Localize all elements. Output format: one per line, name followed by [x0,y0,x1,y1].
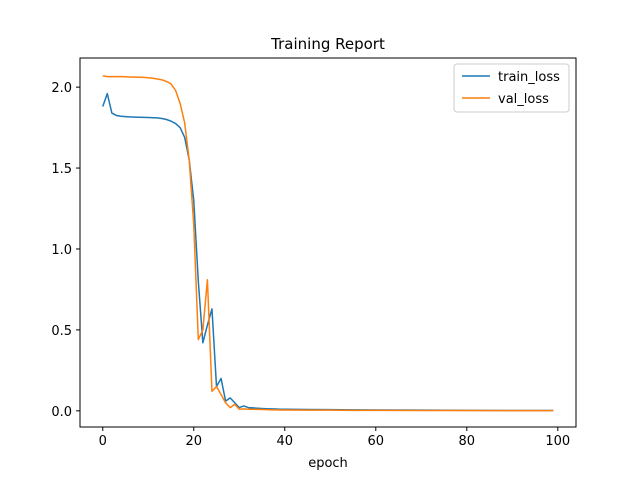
y-tick-label: 1.5 [51,162,72,177]
x-tick-label: 80 [459,434,476,449]
x-tick-label: 40 [276,434,293,449]
chart-title: Training Report [270,35,385,53]
x-tick-label: 20 [185,434,202,449]
x-tick-label: 100 [545,434,570,449]
x-tick-label: 60 [368,434,385,449]
y-tick-label: 0.0 [51,405,72,420]
series-line-val-loss [102,75,554,412]
legend-label-val-loss: val_loss [498,92,549,107]
axes-frame [79,57,577,428]
y-tick-label: 2.0 [51,81,72,96]
x-tick-label: 0 [99,434,107,449]
legend-label-train-loss: train_loss [498,70,560,85]
x-axis-label: epoch [308,456,348,471]
series-line-train-loss [102,92,554,412]
plot-area: 0 20 40 60 80 100 0.0 0.5 1.0 1.5 2.0 train_lossval… [51,57,577,449]
y-tick-label: 1.0 [51,243,72,258]
y-tick-label: 0.5 [51,324,72,339]
